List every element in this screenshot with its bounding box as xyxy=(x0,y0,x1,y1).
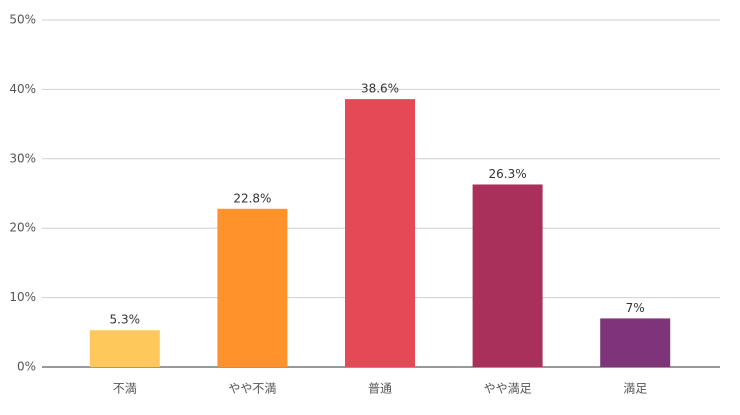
bar xyxy=(600,318,671,367)
bar xyxy=(89,330,160,367)
y-tick-label: 40% xyxy=(9,82,36,96)
x-tick-label: 普通 xyxy=(368,382,392,396)
value-label: 5.3% xyxy=(110,313,141,327)
bar xyxy=(345,99,415,367)
y-tick-label: 10% xyxy=(9,290,36,304)
value-label: 7% xyxy=(626,301,645,315)
x-tick-label: やや満足 xyxy=(484,382,532,396)
bar xyxy=(217,208,288,367)
x-tick-label: やや不満 xyxy=(228,382,276,396)
value-label: 26.3% xyxy=(489,167,527,181)
bar xyxy=(472,184,543,367)
y-tick-label: 0% xyxy=(17,360,36,374)
y-tick-label: 50% xyxy=(9,13,36,27)
y-tick-label: 30% xyxy=(9,151,36,165)
value-label: 38.6% xyxy=(361,82,399,96)
value-label: 22.8% xyxy=(233,191,271,205)
x-tick-label: 不満 xyxy=(113,382,137,396)
y-tick-label: 20% xyxy=(9,221,36,235)
x-tick-label: 満足 xyxy=(623,382,647,396)
